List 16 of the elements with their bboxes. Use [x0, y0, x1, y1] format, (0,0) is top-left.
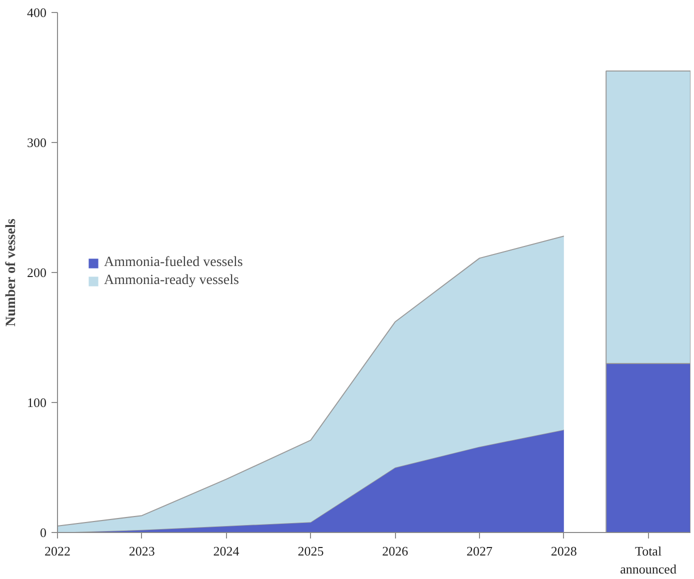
x-tick-label: 2023 — [128, 544, 155, 558]
y-tick-label: 400 — [27, 5, 46, 20]
y-axis-title: Number of vessels — [4, 218, 19, 327]
x-tick-label: 2024 — [213, 544, 240, 558]
x-tick-label: 2028 — [550, 544, 577, 558]
x-tick-label: Total announced — [620, 544, 677, 576]
y-tick-label: 100 — [27, 395, 46, 410]
y-tick-label: 200 — [27, 265, 46, 280]
x-tick-label: 2022 — [44, 544, 70, 558]
y-tick-label: 0 — [40, 525, 46, 540]
x-tick-label: 2025 — [298, 544, 324, 558]
y-tick-label: 300 — [27, 135, 46, 150]
legend-label: Ammonia-fueled vessels — [104, 255, 243, 271]
x-tick-label: 2027 — [466, 544, 493, 558]
legend-label: Ammonia-ready vessels — [104, 273, 239, 289]
x-tick-label: 2026 — [382, 544, 409, 558]
